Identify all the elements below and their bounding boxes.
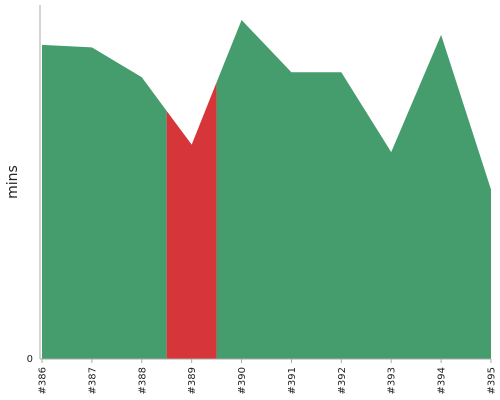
x-tick-label: #393 (387, 367, 398, 394)
x-tick-label: #394 (437, 367, 448, 394)
x-tick-label: #389 (187, 367, 198, 394)
x-tick-label: #387 (87, 367, 98, 394)
y-axis-title: mins (5, 165, 21, 199)
failed-build-area (166, 82, 217, 360)
x-tick-label: #391 (287, 367, 298, 394)
x-tick-label: #392 (337, 367, 348, 394)
x-tick-label: #395 (487, 367, 498, 394)
success-area-right (216, 20, 491, 359)
y-tick-label: 0 (27, 354, 33, 365)
x-tick-label: #390 (237, 367, 248, 394)
y-ticks: 0 (27, 354, 33, 365)
success-area-left (42, 44, 167, 360)
plot-areas (42, 20, 491, 360)
x-tick-label: #386 (38, 367, 49, 394)
x-ticks: #386 #387 #388 #389 #390 #391 #392 #393 #394 #395 (38, 359, 498, 394)
x-tick-label: #388 (137, 367, 148, 394)
